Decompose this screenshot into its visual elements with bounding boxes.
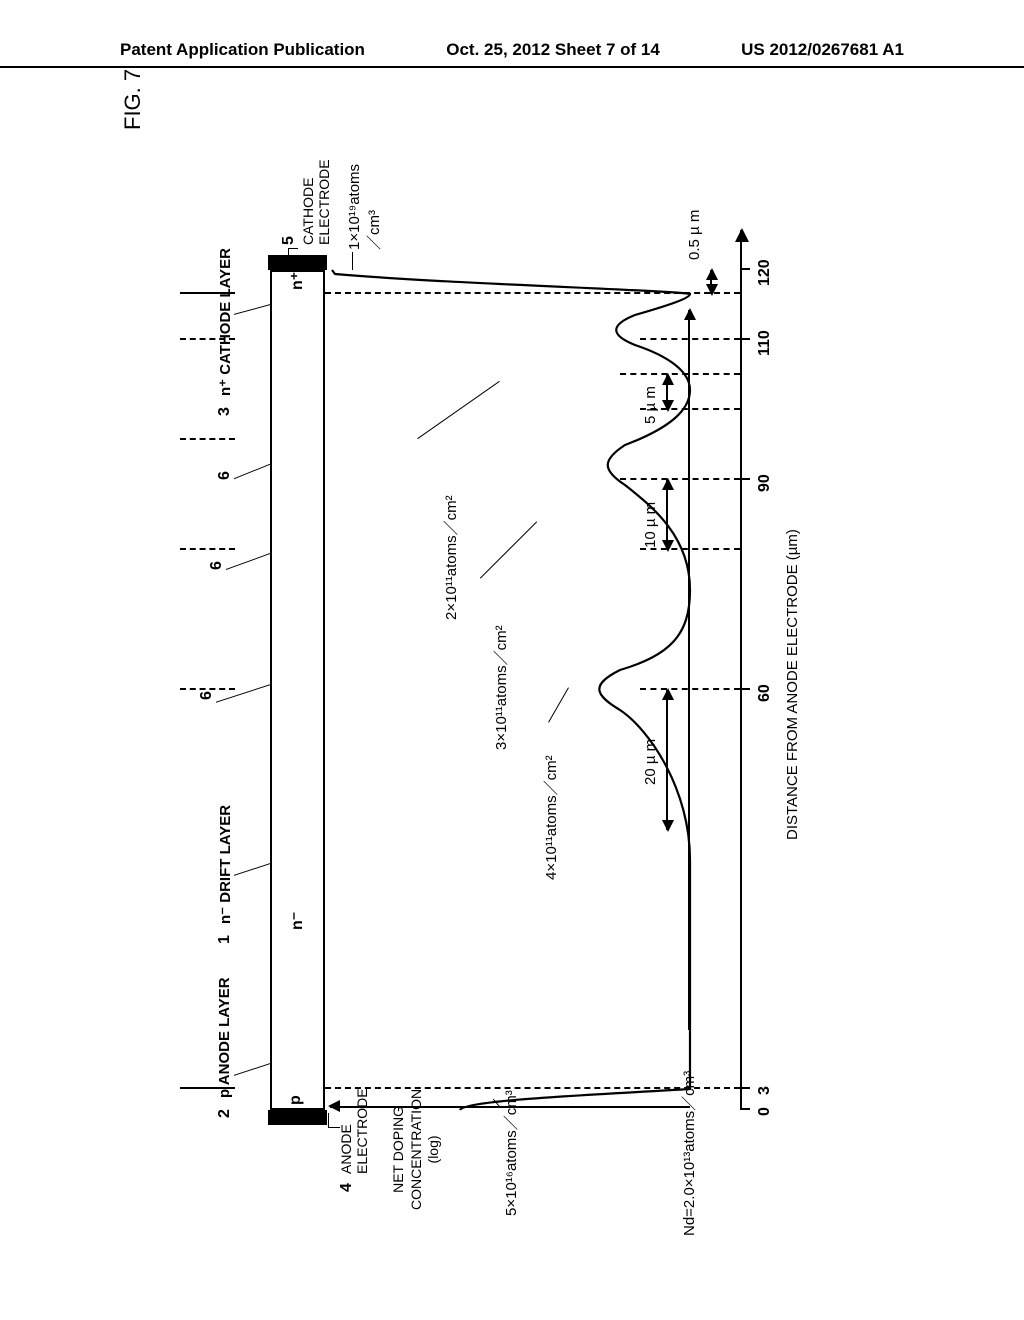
nd-arrow	[688, 310, 690, 1030]
xtick	[740, 1108, 750, 1110]
header-center: Oct. 25, 2012 Sheet 7 of 14	[446, 40, 660, 60]
schematic-dash-1	[180, 688, 235, 690]
schematic-dash-2	[180, 548, 235, 550]
anode-up-arrow	[330, 1106, 690, 1108]
leader-line	[226, 553, 270, 570]
label-anode-layer: p ANODE LAYER	[216, 977, 233, 1098]
width-arrow-2	[666, 480, 668, 550]
leader-line	[234, 1063, 270, 1076]
anno-peak2: 3×10¹¹atoms／cm²	[490, 625, 511, 750]
xtick-label: 0	[756, 1107, 774, 1116]
schematic-nminus: n⁻	[287, 912, 307, 930]
label-anode-num: 2	[216, 1109, 234, 1118]
anno-nplus: 1×10¹⁹atoms／cm³	[346, 160, 384, 250]
profile-path	[332, 270, 690, 1110]
doping-profile	[330, 270, 740, 1110]
label-peak6b: 6	[208, 561, 226, 570]
leader-line	[234, 464, 270, 480]
figure-label: FIG. 7	[120, 69, 146, 130]
schematic-sep-n	[180, 292, 235, 294]
label-cathode-layer: n⁺ CATHODE LAYER	[216, 248, 234, 396]
xtick-label: 110	[756, 330, 774, 356]
anode-num: 4	[338, 1183, 356, 1192]
xtick	[740, 338, 750, 340]
anno-p-conc: 5×10¹⁶atoms／cm³	[500, 1090, 521, 1216]
xaxis-label: DISTANCE FROM ANODE ELECTRODE (µm)	[784, 529, 801, 840]
xtick	[740, 1087, 750, 1089]
width-arrow-4	[710, 270, 712, 294]
x-axis	[740, 230, 742, 1110]
device-schematic	[270, 270, 325, 1110]
label-peak6a: 6	[198, 691, 216, 700]
width-arrow-3	[666, 375, 668, 410]
cathode-electrode-label: CATHODE ELECTRODE	[300, 159, 332, 245]
schematic-dash-3	[180, 438, 235, 440]
xtick-label: 90	[756, 474, 774, 492]
xtick	[740, 268, 750, 270]
width-arrow-1	[666, 690, 668, 830]
label-cathode-num: 3	[216, 407, 234, 416]
anno-peak3: 2×10¹¹atoms／cm²	[440, 495, 461, 620]
header-left: Patent Application Publication	[120, 40, 365, 60]
schematic-dash-4	[180, 338, 235, 340]
cathode-bracket	[288, 248, 298, 260]
anno-w2: 10 µ m	[642, 502, 659, 548]
anode-electrode-block	[268, 1110, 327, 1125]
xtick-label: 3	[756, 1086, 774, 1095]
leader-line	[352, 252, 353, 270]
anno-nd: Nd=2.0×10¹³atoms／cm³	[678, 1071, 699, 1236]
leader-line	[234, 304, 270, 315]
anno-w1: 20 µ m	[642, 739, 659, 785]
xtick-label: 60	[756, 684, 774, 702]
schematic-sep-p	[180, 1087, 235, 1089]
leader-line	[234, 863, 270, 876]
label-drift-num: 1	[216, 935, 234, 944]
label-drift-layer: n⁻ DRIFT LAYER	[216, 805, 234, 924]
xtick	[740, 688, 750, 690]
cathode-num: 5	[280, 236, 298, 245]
anno-w4: 0.5 µ m	[686, 210, 703, 260]
xtick-label: 120	[756, 259, 774, 286]
schematic-p: p	[287, 1095, 305, 1105]
schematic-nplus: n⁺	[287, 272, 307, 290]
xtick	[740, 478, 750, 480]
leader-line	[216, 684, 270, 703]
anno-peak1: 4×10¹¹atoms／cm²	[540, 755, 561, 880]
anode-bracket	[328, 1113, 340, 1128]
anno-w3: 5 µ m	[642, 386, 659, 424]
figure-body: 2 p ANODE LAYER 1 n⁻ DRIFT LAYER 6 6 6 3…	[180, 160, 900, 1180]
header-right: US 2012/0267681 A1	[741, 40, 904, 60]
label-peak6c: 6	[216, 471, 234, 480]
